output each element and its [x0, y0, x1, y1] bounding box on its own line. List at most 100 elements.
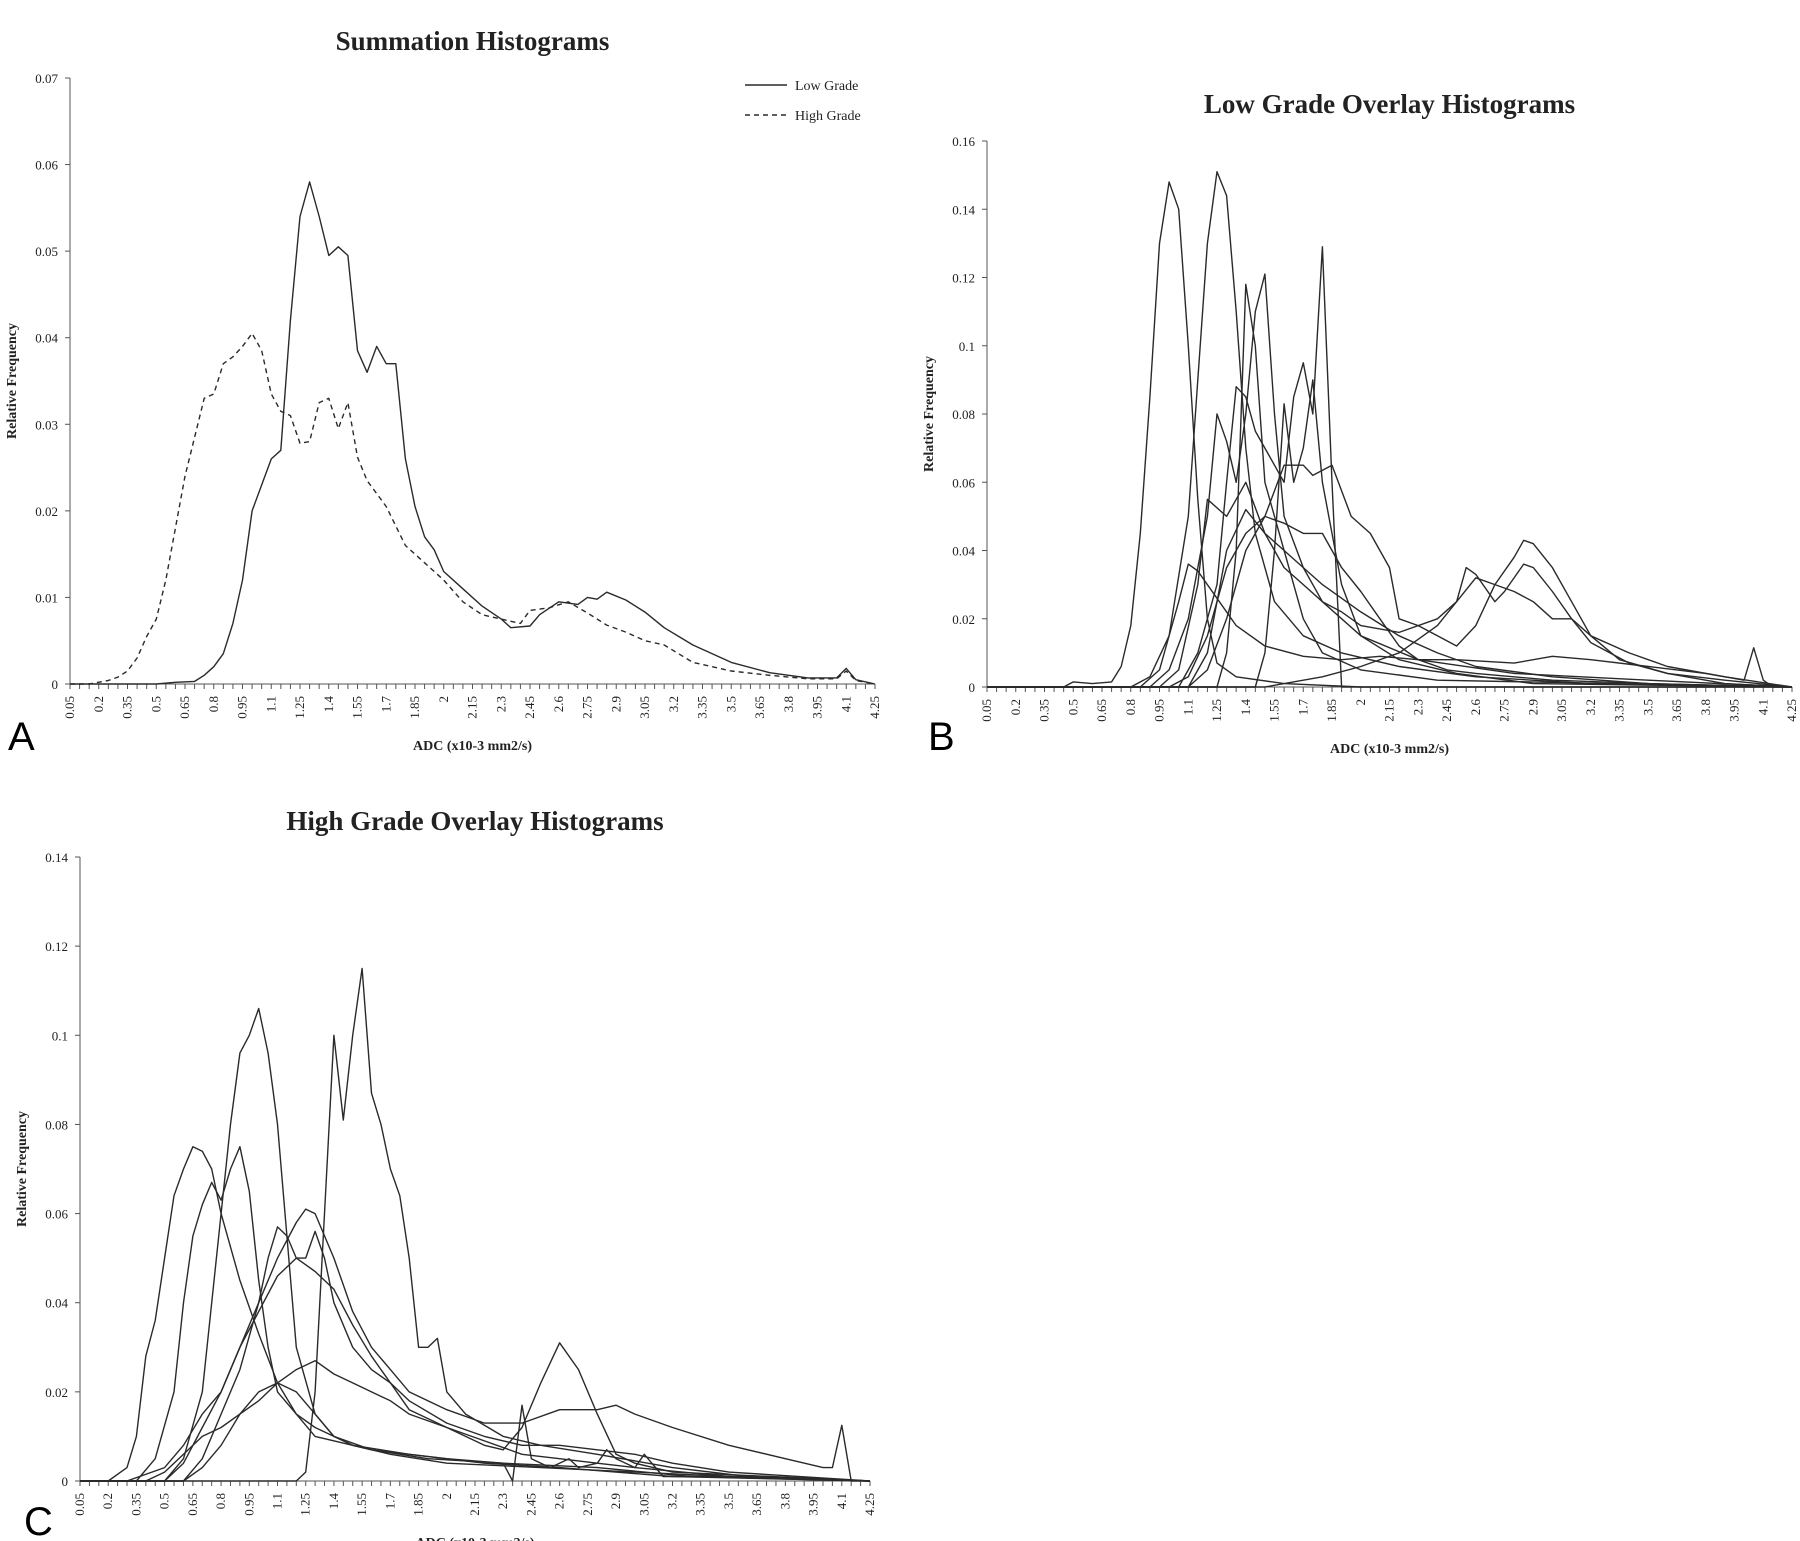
series-line-12	[987, 379, 1793, 688]
y-tick-label: 0.02	[45, 1385, 68, 1400]
x-tick-label: 0.65	[185, 1493, 200, 1516]
legend-label: Low Grade	[795, 79, 858, 94]
x-tick-label: 4.25	[862, 1493, 877, 1516]
x-tick-label: 4.1	[834, 1493, 849, 1509]
x-tick-label: 0.8	[206, 696, 221, 712]
x-tick-label: 0.35	[128, 1493, 143, 1516]
series-line-2	[987, 171, 1793, 688]
series-line-7	[987, 515, 1793, 688]
x-tick-label: 0.8	[213, 1493, 228, 1509]
x-tick-label: 2.6	[552, 1493, 567, 1510]
y-tick-label: 0.05	[35, 244, 58, 259]
x-tick-label: 2.3	[493, 696, 508, 712]
x-tick-label: 1.1	[263, 696, 278, 712]
series-line-10	[987, 508, 1793, 688]
x-tick-label: 2.15	[467, 1493, 482, 1516]
x-tick-label: 0.65	[1094, 699, 1109, 722]
x-tick-label: 3.2	[665, 1493, 680, 1509]
x-tick-label: 2.3	[1410, 699, 1425, 715]
y-tick-label: 0.07	[35, 71, 58, 86]
x-tick-label: 3.05	[637, 696, 652, 719]
x-tick-label: 3.65	[752, 696, 767, 719]
legend-label: High Grade	[795, 109, 861, 124]
y-tick-label: 0	[969, 680, 976, 695]
x-tick-label: 1.4	[326, 1493, 341, 1510]
x-tick-label: 3.35	[693, 1493, 708, 1516]
x-tick-label: 2.15	[1382, 699, 1397, 722]
x-axis-label: ADC (x10-3 mm2/s)	[413, 739, 532, 754]
y-tick-label: 0.02	[35, 504, 58, 519]
x-tick-label: 1.55	[350, 696, 365, 719]
x-tick-label: 4.25	[867, 696, 882, 719]
y-tick-label: 0.16	[952, 134, 975, 149]
series-line-8	[80, 1257, 871, 1482]
x-tick-label: 3.05	[636, 1493, 651, 1516]
y-tick-label: 0.02	[952, 612, 975, 627]
x-tick-label: 0.2	[1008, 699, 1023, 715]
x-tick-label: 3.2	[1583, 699, 1598, 715]
x-tick-label: 3.8	[777, 1493, 792, 1509]
x-tick-label: 0.95	[241, 1493, 256, 1516]
x-tick-label: 3.65	[749, 1493, 764, 1516]
x-tick-label: 3.5	[1640, 699, 1655, 715]
x-tick-label: 2	[1353, 699, 1368, 706]
y-axis-label: Relative Frequency	[15, 1111, 30, 1227]
x-tick-label: 0.05	[72, 1493, 87, 1516]
series-line-4	[987, 246, 1792, 688]
x-tick-label: 4.25	[1784, 699, 1799, 722]
series-line-6	[80, 967, 871, 1482]
series-line-3	[987, 273, 1793, 688]
x-tick-label: 0.65	[177, 696, 192, 719]
y-tick-label: 0	[62, 1474, 69, 1489]
series-line-11	[987, 283, 1793, 688]
x-tick-label: 2.45	[1439, 699, 1454, 722]
x-tick-label: 1.25	[292, 696, 307, 719]
y-tick-label: 0.06	[35, 158, 58, 173]
x-tick-label: 0.35	[120, 696, 135, 719]
series-line-9	[80, 1382, 871, 1482]
panel-letter-b: B	[928, 715, 955, 759]
x-tick-label: 2.9	[1525, 699, 1540, 715]
x-tick-label: 3.5	[721, 1493, 736, 1509]
x-tick-label: 2.45	[522, 696, 537, 719]
x-tick-label: 3.95	[810, 696, 825, 719]
x-tick-label: 0.2	[91, 696, 106, 712]
series-line-6	[987, 563, 1792, 688]
x-tick-label: 2	[439, 1493, 454, 1500]
x-tick-label: 0.05	[62, 696, 77, 719]
panel-letter-c: C	[24, 1500, 53, 1541]
series-line-3	[80, 1007, 871, 1482]
x-tick-label: 3.95	[806, 1493, 821, 1516]
chart-panel-a: Summation Histograms 0 0.01 0.02 0.03 0.04 0.0…	[5, 26, 882, 754]
x-tick-label: 2	[436, 696, 451, 703]
y-tick-label: 0.1	[52, 1028, 68, 1043]
y-tick-label: 0.12	[952, 271, 975, 286]
x-tick-label: 1.85	[411, 1493, 426, 1516]
y-axis-label: Relative Frequency	[5, 323, 20, 439]
x-axis-label: ADC (x10-3 mm2/s)	[416, 1536, 535, 1541]
y-tick-label: 0.1	[959, 339, 975, 354]
x-tick-label: 1.55	[1267, 699, 1282, 722]
x-tick-label: 3.5	[723, 696, 738, 712]
y-tick-label: 0.12	[45, 939, 68, 954]
panel-letter-a: A	[8, 715, 35, 759]
series-line-1	[80, 1146, 871, 1482]
series-line-9	[987, 563, 1793, 688]
x-tick-label: 2.75	[580, 696, 595, 719]
x-tick-label: 3.35	[1612, 699, 1627, 722]
x-tick-label: 0.2	[100, 1493, 115, 1509]
x-tick-label: 0.8	[1123, 699, 1138, 715]
x-tick-label: 3.05	[1554, 699, 1569, 722]
x-tick-label: 2.6	[1468, 699, 1483, 716]
y-tick-label: 0.04	[35, 331, 58, 346]
y-tick-label: 0	[52, 677, 59, 692]
y-tick-label: 0.14	[952, 202, 975, 217]
series-line-1	[987, 181, 1792, 688]
x-tick-label: 0.35	[1037, 699, 1052, 722]
x-tick-label: 0.5	[1065, 699, 1080, 715]
chart-title: Summation Histograms	[336, 26, 610, 56]
x-tick-label: 1.1	[270, 1493, 285, 1509]
x-tick-label: 0.5	[148, 696, 163, 712]
x-tick-label: 3.95	[1727, 699, 1742, 722]
